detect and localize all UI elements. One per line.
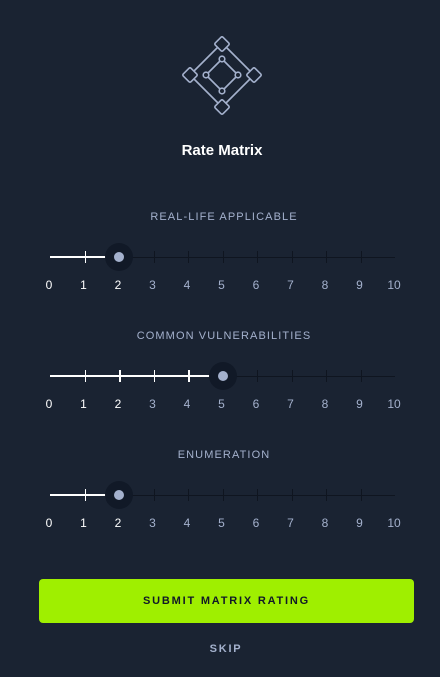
slider-tick [188,251,189,263]
slider-value-label[interactable]: 7 [287,397,294,411]
slider-thumb[interactable] [114,252,124,262]
slider-value-label[interactable]: 9 [356,516,363,530]
slider-tick [291,489,293,501]
slider-value-label[interactable]: 3 [149,516,156,530]
slider-track-fill [50,375,223,377]
slider-tick [153,489,155,501]
slider-value-label[interactable]: 0 [45,397,53,411]
slider-value-label[interactable]: 9 [356,397,363,411]
slider-value-label[interactable]: 10 [387,516,401,530]
slider-value-label[interactable]: 3 [149,278,156,292]
slider-tick [153,370,155,382]
slider-value-label[interactable]: 6 [252,397,260,411]
slider-value-label[interactable]: 10 [387,397,401,411]
enumeration-label: ENUMERATION [177,449,271,461]
slider-value-label[interactable]: 4 [183,397,191,411]
slider-tick [188,489,189,501]
slider-value-label[interactable]: 8 [321,278,329,292]
skip-link[interactable]: SKIP [209,643,243,655]
slider-value-label[interactable]: 5 [218,278,225,292]
enumeration-slider[interactable]: 0 1 2 3 4 5 6 7 8 9 10 [0,467,440,530]
slider-tick [119,370,121,382]
slider-value-label[interactable]: 3 [149,397,156,411]
slider-value-label[interactable]: 7 [287,516,294,530]
slider-tick [257,251,258,263]
slider-tick [360,370,362,382]
real-life-applicable-slider[interactable]: 0 1 2 3 4 5 6 7 8 9 10 [0,229,440,292]
slider-value-label[interactable]: 10 [387,278,401,292]
slider-tick [84,251,86,263]
slider-tick [222,251,224,263]
matrix-logo-icon [182,35,262,115]
slider-value-label[interactable]: 6 [252,278,260,292]
slider-tick [84,489,86,501]
slider-value-label[interactable]: 1 [80,516,87,530]
slider-tick [257,370,258,382]
slider-tick [291,251,293,263]
slider-value-label[interactable]: 0 [45,278,53,292]
slider-value-label[interactable]: 4 [183,278,191,292]
slider-tick [360,489,362,501]
slider-value-label[interactable]: 5 [218,397,225,411]
slider-tick [291,370,293,382]
slider-value-label[interactable]: 8 [321,516,329,530]
slider-tick [360,251,362,263]
slider-tick [222,489,224,501]
slider-value-label[interactable]: 2 [114,397,122,411]
common-vulnerabilities-slider[interactable]: 0 1 2 3 4 5 6 7 8 9 10 [0,348,440,411]
common-vulnerabilities-label: COMMON VULNERABILITIES [136,330,312,342]
slider-tick [153,251,155,263]
slider-thumb[interactable] [114,490,124,500]
slider-tick [84,370,86,382]
slider-value-label[interactable]: 5 [218,516,225,530]
slider-value-label[interactable]: 6 [252,516,260,530]
slider-tick [188,370,190,382]
slider-tick [326,489,327,501]
slider-value-label[interactable]: 8 [321,397,329,411]
slider-value-label[interactable]: 4 [183,516,191,530]
submit-matrix-rating-button[interactable]: SUBMIT MATRIX RATING [39,579,414,623]
slider-tick [326,251,327,263]
slider-value-label[interactable]: 9 [356,278,363,292]
slider-thumb[interactable] [217,371,228,381]
real-life-applicable-label: REAL-LIFE APPLICABLE [150,211,298,223]
slider-tick [257,489,258,501]
slider-tick [326,370,327,382]
page-title: Rate Matrix [181,142,263,159]
slider-value-label[interactable]: 0 [45,516,53,530]
slider-value-label[interactable]: 2 [114,516,122,530]
slider-value-label[interactable]: 1 [80,278,87,292]
slider-value-label[interactable]: 1 [80,397,87,411]
slider-value-label[interactable]: 7 [287,278,294,292]
slider-value-label[interactable]: 2 [114,278,122,292]
